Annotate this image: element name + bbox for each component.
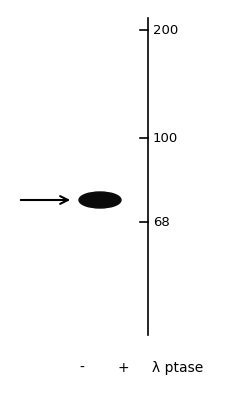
Ellipse shape [79,192,121,208]
Text: -: - [80,361,84,375]
Text: +: + [117,361,129,375]
Text: λ ptase: λ ptase [152,361,203,375]
Text: 100: 100 [153,132,178,145]
Text: 200: 200 [153,24,178,37]
Text: 68: 68 [153,215,170,228]
